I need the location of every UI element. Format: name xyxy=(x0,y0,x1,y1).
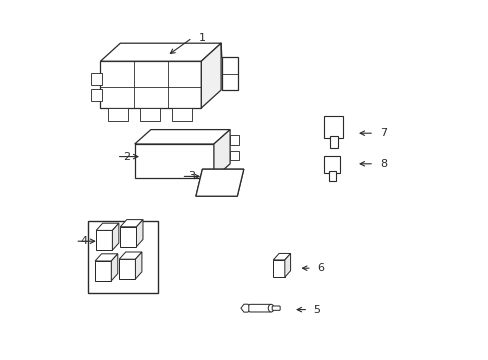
Polygon shape xyxy=(95,254,118,261)
Bar xyxy=(323,116,343,138)
Polygon shape xyxy=(120,220,142,227)
Polygon shape xyxy=(196,169,244,196)
Polygon shape xyxy=(135,252,142,279)
Bar xyxy=(140,108,160,121)
Text: 6: 6 xyxy=(316,263,323,273)
Text: 2: 2 xyxy=(123,152,130,162)
Polygon shape xyxy=(201,43,221,108)
Polygon shape xyxy=(119,252,142,259)
Bar xyxy=(328,171,335,181)
Bar xyxy=(172,108,192,121)
Bar xyxy=(91,73,102,85)
Bar xyxy=(324,156,340,173)
Bar xyxy=(107,108,127,121)
Bar xyxy=(91,89,102,101)
Bar xyxy=(96,230,112,250)
Bar xyxy=(134,144,213,178)
Polygon shape xyxy=(96,223,119,230)
Polygon shape xyxy=(136,220,142,247)
Text: 5: 5 xyxy=(313,305,320,315)
Polygon shape xyxy=(101,43,221,61)
Text: 3: 3 xyxy=(187,171,195,181)
Polygon shape xyxy=(284,253,290,277)
Polygon shape xyxy=(134,130,230,144)
Text: 8: 8 xyxy=(380,159,387,169)
Bar xyxy=(95,261,111,281)
Bar xyxy=(120,227,136,247)
Bar xyxy=(273,260,284,277)
Polygon shape xyxy=(196,169,244,196)
Text: 7: 7 xyxy=(380,128,387,138)
Polygon shape xyxy=(273,253,290,260)
Polygon shape xyxy=(112,223,119,250)
Bar xyxy=(329,136,337,148)
Polygon shape xyxy=(241,304,250,312)
Polygon shape xyxy=(213,130,230,178)
Bar xyxy=(101,61,201,108)
Bar xyxy=(230,151,239,161)
Text: 1: 1 xyxy=(199,33,205,43)
Bar xyxy=(230,135,239,145)
Bar xyxy=(119,259,135,279)
Bar xyxy=(88,221,158,293)
Ellipse shape xyxy=(268,304,273,312)
Polygon shape xyxy=(111,254,118,281)
Text: 4: 4 xyxy=(80,236,87,246)
Bar xyxy=(222,57,238,90)
FancyBboxPatch shape xyxy=(248,304,271,312)
FancyBboxPatch shape xyxy=(272,306,280,310)
